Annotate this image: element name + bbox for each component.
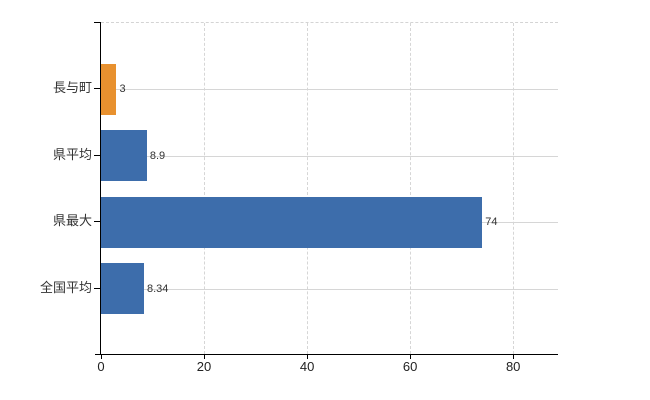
x-tick-label: 60 <box>402 359 418 374</box>
plot-area: 3 8.9 74 8.34 <box>101 22 558 354</box>
y-axis-line <box>100 22 101 355</box>
bar <box>101 130 147 182</box>
gridline-vertical <box>307 23 309 354</box>
bar <box>101 263 144 315</box>
category-label: 長与町 <box>52 80 92 96</box>
x-axis-tick <box>513 354 515 359</box>
x-tick-label: 80 <box>505 359 521 374</box>
bar-value-label: 8.34 <box>146 282 169 295</box>
y-axis-tick <box>94 88 100 90</box>
x-tick-label: 40 <box>299 359 315 374</box>
category-label: 全国平均 <box>39 279 92 295</box>
y-axis-tick <box>94 221 100 223</box>
bar <box>101 63 117 115</box>
bar <box>101 196 483 248</box>
x-axis-tick <box>204 354 206 359</box>
gridline-horizontal <box>101 288 558 290</box>
x-axis-tick <box>410 354 412 359</box>
gridline-horizontal <box>101 89 558 91</box>
gridline-horizontal <box>101 155 558 157</box>
x-axis-tick <box>101 354 102 359</box>
gridline-vertical <box>410 23 412 354</box>
x-tick-label: 20 <box>196 359 212 374</box>
bar-value-label: 74 <box>485 216 498 229</box>
gridline-vertical <box>513 23 515 354</box>
y-axis-tick <box>94 287 100 289</box>
y-axis-tick <box>94 154 100 156</box>
bar-value-label: 3 <box>119 83 126 96</box>
x-axis-line <box>95 354 558 355</box>
gridline-vertical <box>204 23 206 354</box>
bar-value-label: 8.9 <box>149 149 166 162</box>
category-label: 県平均 <box>52 146 92 162</box>
y-axis-top-tick <box>94 22 100 23</box>
x-tick-label: 0 <box>97 359 105 374</box>
x-axis-tick <box>307 354 309 359</box>
category-label: 県最大 <box>52 213 92 229</box>
